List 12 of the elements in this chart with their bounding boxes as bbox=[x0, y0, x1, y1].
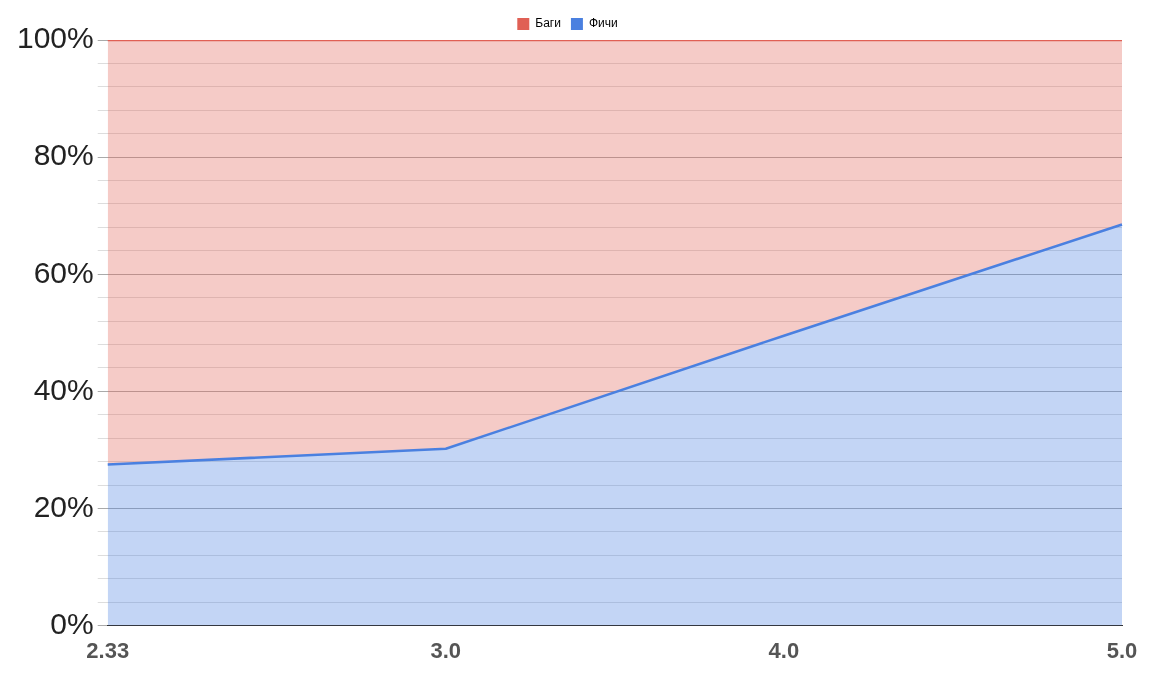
y-tick-label: 0% bbox=[50, 606, 94, 640]
y-tick-label: 20% bbox=[33, 489, 94, 523]
legend-label: Фичи bbox=[588, 16, 618, 31]
y-tick-label: 80% bbox=[33, 138, 94, 172]
x-tick-label: 4.0 bbox=[768, 637, 800, 663]
legend-label: Баги bbox=[535, 16, 561, 31]
x-tick-label: 5.0 bbox=[1106, 637, 1138, 663]
x-tick-label: 3.0 bbox=[430, 637, 462, 663]
y-tick-label: 40% bbox=[33, 372, 94, 406]
y-tick-label: 60% bbox=[33, 255, 94, 289]
y-tick-label: 100% bbox=[16, 21, 94, 55]
x-tick-label: 2.33 bbox=[86, 637, 130, 663]
